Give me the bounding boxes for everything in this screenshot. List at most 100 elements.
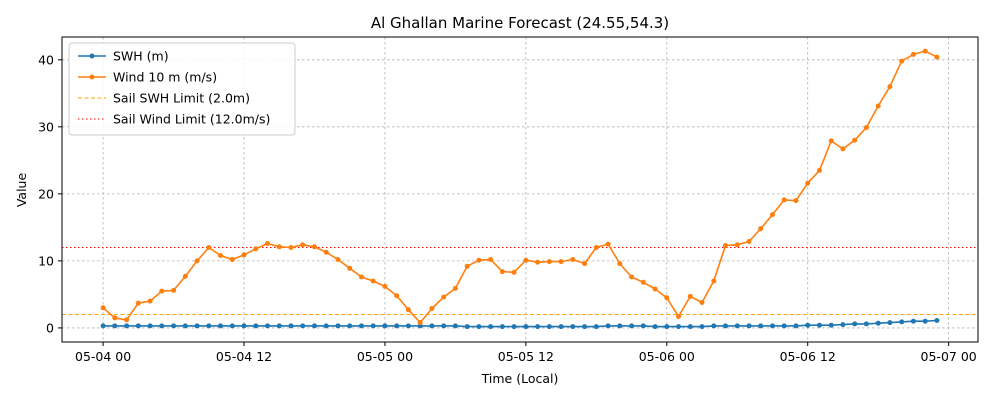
data-point bbox=[499, 269, 505, 275]
data-point bbox=[734, 242, 740, 248]
data-point bbox=[194, 323, 200, 329]
data-point bbox=[887, 320, 893, 326]
data-point bbox=[241, 252, 247, 258]
data-point bbox=[265, 323, 270, 329]
data-point bbox=[417, 320, 423, 326]
legend-label: Wind 10 m (m/s) bbox=[113, 70, 217, 85]
data-point bbox=[922, 48, 928, 54]
data-point bbox=[171, 287, 177, 293]
data-point bbox=[805, 180, 811, 186]
data-point bbox=[182, 323, 188, 329]
data-point bbox=[605, 241, 611, 247]
data-point bbox=[182, 273, 188, 279]
legend: SWH (m) Wind 10 m (m/s) Sail SWH Limit (2.… bbox=[68, 42, 296, 136]
data-point bbox=[429, 306, 435, 311]
data-point bbox=[640, 323, 646, 329]
legend-label: Sail SWH Limit (2.0m) bbox=[113, 91, 250, 106]
data-point bbox=[558, 324, 564, 330]
data-point bbox=[723, 323, 728, 329]
data-point bbox=[605, 323, 611, 329]
plot-frame bbox=[61, 36, 979, 343]
data-point bbox=[664, 324, 670, 330]
data-point bbox=[899, 58, 905, 64]
data-point bbox=[770, 323, 775, 329]
data-point bbox=[276, 244, 282, 250]
y-tick-label: 10 bbox=[38, 253, 54, 268]
data-point bbox=[370, 278, 376, 284]
data-point bbox=[147, 298, 153, 304]
threshold-lines bbox=[62, 246, 978, 316]
data-point bbox=[770, 212, 775, 218]
data-point bbox=[817, 167, 822, 173]
data-point bbox=[629, 274, 635, 280]
data-point bbox=[394, 293, 400, 299]
data-point bbox=[558, 259, 564, 265]
data-point bbox=[617, 323, 623, 329]
data-point bbox=[781, 197, 787, 203]
data-point bbox=[112, 315, 118, 321]
data-point bbox=[746, 239, 752, 244]
data-point bbox=[723, 243, 728, 248]
data-point bbox=[159, 288, 165, 294]
data-point bbox=[934, 318, 940, 323]
data-point bbox=[429, 323, 435, 329]
data-point bbox=[100, 323, 106, 329]
data-point bbox=[382, 323, 388, 329]
data-point bbox=[828, 138, 834, 144]
data-point bbox=[934, 54, 940, 60]
data-point bbox=[288, 323, 294, 329]
data-point bbox=[499, 324, 505, 330]
data-point bbox=[793, 323, 799, 329]
data-point bbox=[687, 293, 693, 299]
data-point bbox=[840, 322, 846, 328]
data-point bbox=[758, 323, 764, 329]
data-point bbox=[159, 323, 165, 329]
y-axis-label: Value bbox=[14, 173, 29, 208]
data-point bbox=[840, 146, 846, 152]
data-point bbox=[394, 323, 400, 329]
data-point bbox=[229, 323, 235, 329]
data-point bbox=[535, 324, 541, 330]
y-tick-label: 30 bbox=[38, 119, 54, 134]
data-point bbox=[135, 300, 141, 306]
data-point bbox=[347, 265, 353, 271]
data-point bbox=[300, 242, 306, 248]
x-tick-label: 05-05 00 bbox=[357, 349, 413, 364]
legend-marker bbox=[89, 53, 95, 59]
x-tick-label: 05-06 12 bbox=[780, 349, 836, 364]
y-tick-label: 0 bbox=[46, 320, 54, 335]
y-tick-label: 40 bbox=[38, 52, 54, 67]
data-point bbox=[382, 283, 388, 289]
data-point bbox=[922, 318, 928, 324]
data-point bbox=[335, 323, 341, 329]
data-point bbox=[687, 324, 693, 330]
data-point bbox=[887, 84, 893, 90]
data-point bbox=[229, 257, 235, 262]
data-point bbox=[476, 257, 482, 263]
legend-label: Sail Wind Limit (12.0m/s) bbox=[113, 112, 270, 127]
data-point bbox=[852, 321, 858, 327]
data-point bbox=[664, 295, 670, 301]
data-point bbox=[652, 324, 658, 330]
series-lines bbox=[100, 48, 940, 330]
data-point bbox=[488, 324, 494, 330]
x-axis-label: Time (Local) bbox=[481, 371, 559, 386]
data-point bbox=[135, 323, 141, 329]
data-point bbox=[570, 257, 576, 262]
data-point bbox=[875, 103, 881, 109]
data-point bbox=[817, 322, 822, 328]
x-tick-label: 05-05 12 bbox=[498, 349, 554, 364]
data-point bbox=[359, 274, 364, 280]
series-line bbox=[103, 319, 937, 328]
data-point bbox=[312, 323, 317, 329]
data-point bbox=[441, 294, 447, 300]
data-point bbox=[253, 246, 259, 252]
data-point bbox=[746, 323, 752, 329]
data-point bbox=[711, 278, 717, 284]
data-point bbox=[828, 322, 834, 328]
data-point bbox=[405, 307, 411, 313]
x-tick-label: 05-04 12 bbox=[216, 349, 272, 364]
data-point bbox=[405, 323, 411, 329]
data-point bbox=[793, 198, 799, 204]
